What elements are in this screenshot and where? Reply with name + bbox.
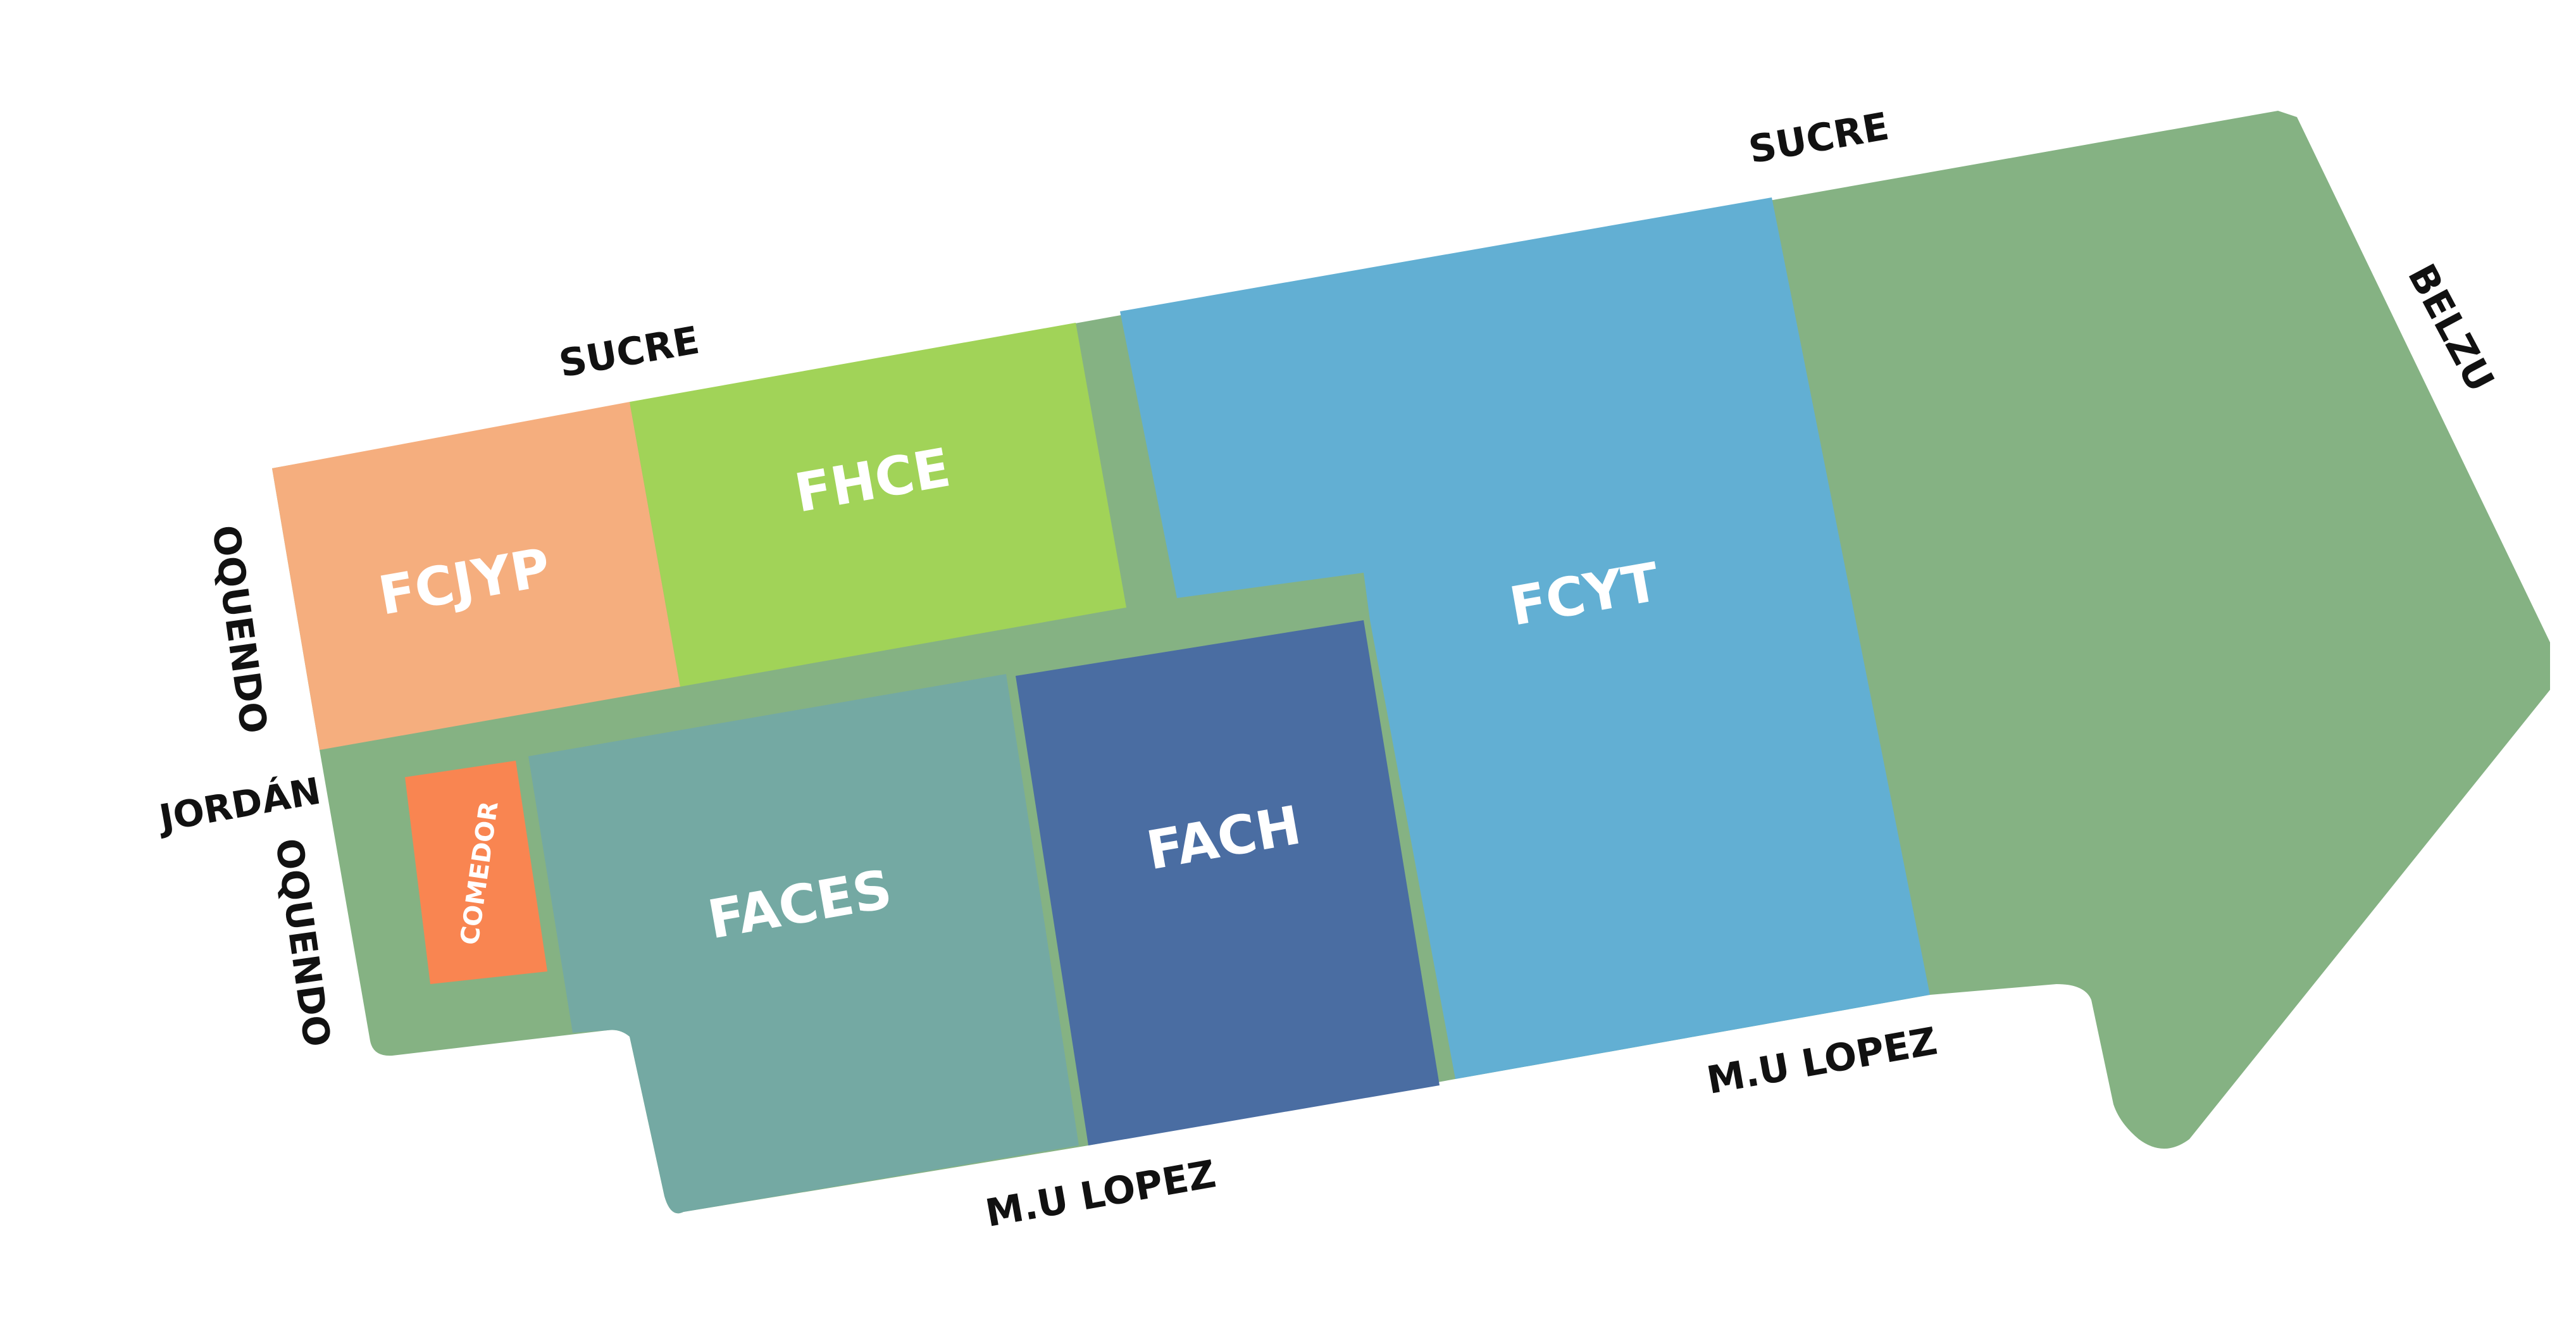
zone-fach[interactable] [1016, 620, 1440, 1145]
zone-fcyt[interactable] [1120, 197, 1930, 1079]
zone-comedor[interactable] [405, 761, 547, 984]
street-label-oquendo-bottom: OQUENDO [267, 836, 339, 1050]
zone-faces[interactable] [528, 674, 1079, 1214]
street-label-mu-lopez-center: M.U LOPEZ [982, 1152, 1219, 1236]
street-label-jordan: JORDÁN [154, 768, 324, 840]
street-label-sucre-left: SUCRE [556, 318, 702, 387]
street-label-mu-lopez-right: M.U LOPEZ [1703, 1019, 1940, 1103]
street-label-sucre-right: SUCRE [1745, 104, 1892, 173]
street-label-oquendo-top: OQUENDO [204, 523, 275, 737]
zone-fcjyp[interactable] [272, 402, 680, 750]
zone-fhce[interactable] [630, 323, 1126, 687]
